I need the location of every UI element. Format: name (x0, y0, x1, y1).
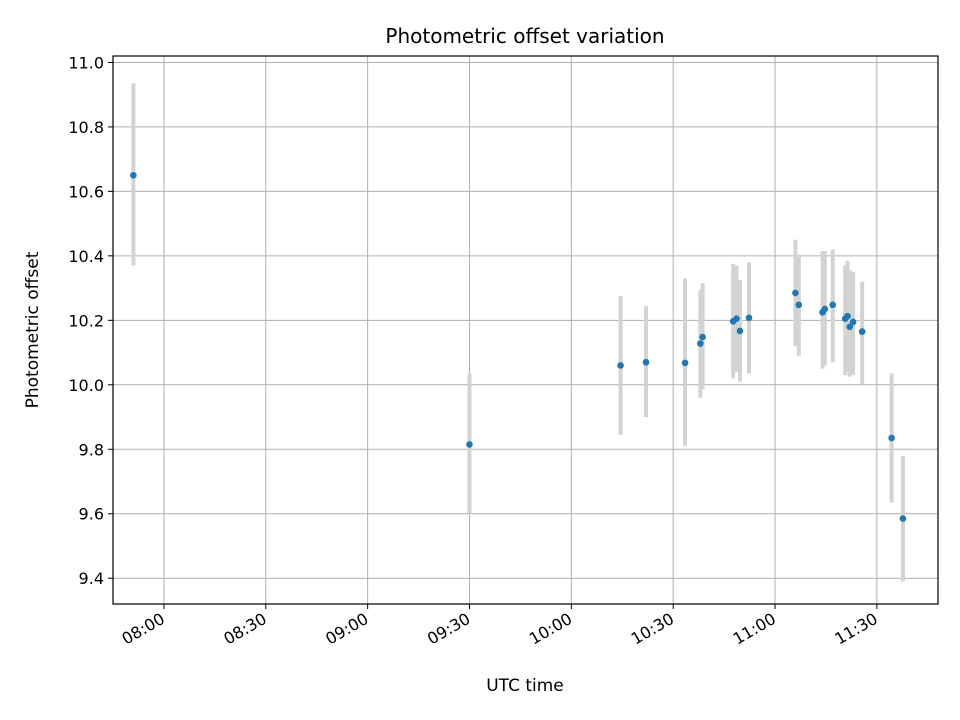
chart-title: Photometric offset variation (385, 24, 664, 48)
y-axis: 9.4 9.6 9.8 10.0 10.2 10.4 10.6 10.8 11.0 (68, 53, 113, 588)
data-point (829, 301, 837, 309)
y-tick-label: 10.0 (68, 376, 104, 395)
data-point (888, 434, 895, 442)
y-tick-label: 10.4 (68, 247, 104, 266)
data-point (697, 340, 704, 347)
data-point (745, 314, 753, 322)
y-tick-label: 11.0 (68, 53, 104, 72)
data-point (130, 171, 137, 179)
data-point (795, 301, 803, 309)
y-tick-label: 10.2 (68, 311, 104, 330)
x-axis-label: UTC time (486, 676, 564, 696)
data-point (681, 359, 689, 367)
y-tick-label: 10.6 (68, 182, 104, 201)
data-point (642, 358, 650, 366)
data-points (130, 171, 907, 522)
data-point (844, 312, 851, 320)
data-point (699, 333, 706, 341)
y-tick-label: 9.4 (79, 569, 104, 588)
y-axis-label: Photometric offset (23, 251, 43, 408)
plot-frame (112, 55, 939, 605)
data-point (858, 328, 866, 335)
data-point (846, 323, 854, 331)
data-point (849, 318, 857, 326)
y-tick-label: 9.8 (79, 440, 104, 459)
data-point (792, 289, 799, 297)
y-tick-label: 10.8 (68, 118, 104, 137)
data-point (466, 441, 473, 448)
data-point (899, 515, 907, 522)
data-point (821, 305, 829, 313)
data-point (736, 327, 744, 335)
y-tick-label: 9.6 (79, 505, 104, 524)
data-point (617, 362, 624, 369)
data-point (733, 315, 740, 323)
